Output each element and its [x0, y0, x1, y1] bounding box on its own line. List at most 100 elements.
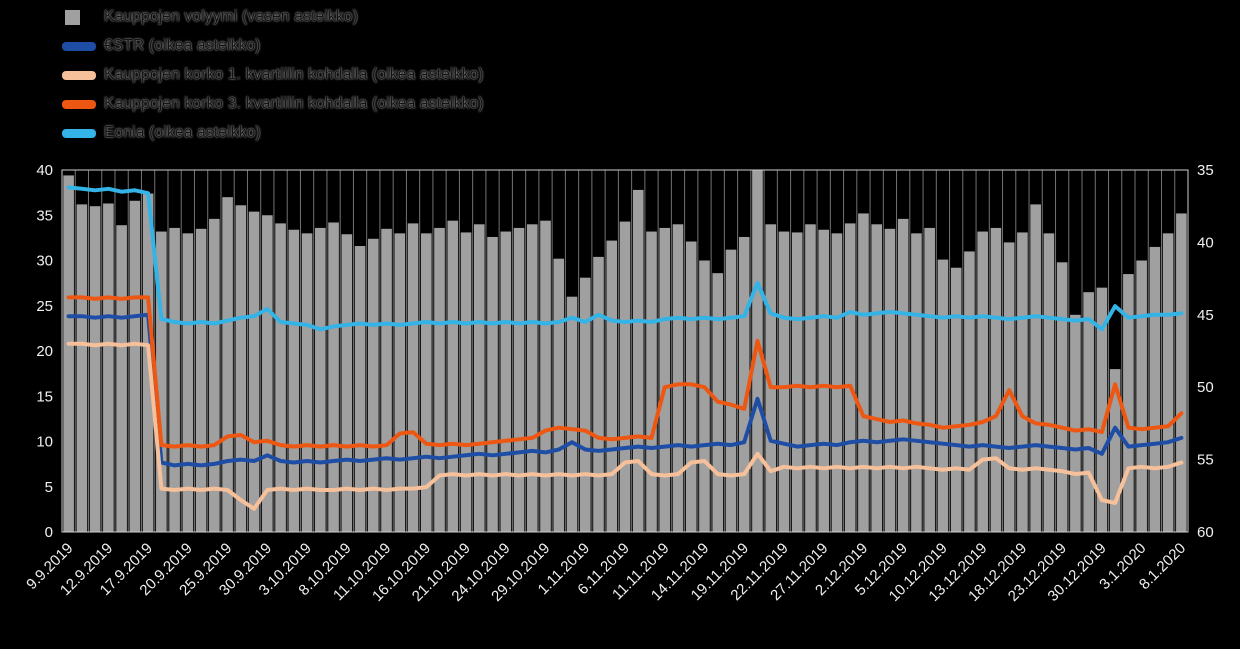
volume-bar — [301, 233, 313, 532]
legend-item-eonia: Eonia (oikea asteikko) — [62, 122, 484, 144]
volume-bar — [1149, 246, 1161, 532]
left-axis-tick-label: 20 — [36, 343, 53, 360]
volume-bar — [1030, 204, 1041, 532]
volume-bar — [434, 227, 445, 533]
legend-item-estr: €STR (oikea asteikko) — [62, 35, 484, 57]
volume-bar — [831, 233, 843, 532]
legend-label-q3: Kauppojen korko 3. kvartiilin kohdalla (… — [104, 95, 484, 112]
volume-bar — [871, 224, 882, 533]
eonia-line — [66, 185, 1184, 332]
volume-bar — [473, 224, 485, 533]
volume-bar — [553, 258, 565, 532]
right-axis-tick-label: 45 — [1197, 307, 1214, 324]
volume-bar — [129, 200, 141, 532]
volume-bar — [950, 267, 962, 532]
left-axis-tick-label: 40 — [36, 162, 53, 179]
volume-bar — [526, 224, 538, 533]
volume-bar — [156, 231, 167, 533]
volume-legend-swatch — [65, 9, 80, 25]
volume-bar — [1003, 242, 1015, 532]
legend-item-volume: Kauppojen volyymi (vasen asteikko) — [62, 6, 484, 28]
plot-frame — [61, 169, 1189, 533]
left-axis-tick-label: 5 — [45, 479, 53, 496]
volume-bar — [606, 240, 618, 532]
volume-bar — [765, 224, 777, 533]
volume-bar — [421, 233, 432, 532]
legend-item-q3: Kauppojen korko 3. kvartiilin kohdalla (… — [62, 93, 484, 115]
volume-bar — [646, 231, 657, 533]
volume-bar — [990, 227, 1002, 533]
volume-bar — [195, 228, 207, 532]
volume-bar — [738, 236, 750, 532]
volume-bar — [328, 222, 339, 533]
volume-bar — [1176, 213, 1187, 532]
volume-bar — [964, 251, 975, 532]
volume-bar — [288, 229, 300, 533]
volume-bar — [1043, 233, 1055, 532]
volume-bar — [235, 205, 247, 533]
volume-bar — [222, 197, 233, 532]
volume-bar — [103, 203, 114, 533]
volume-bar — [818, 229, 830, 533]
volume-bar — [659, 227, 671, 533]
right-axis-labels: 35 40 45 50 55 60 — [1197, 162, 1214, 541]
right-axis-tick-label: 60 — [1197, 524, 1214, 541]
left-axis-tick-label: 0 — [45, 524, 53, 541]
volume-bar — [209, 218, 220, 532]
volume-bar — [566, 296, 578, 532]
right-axis-tick-label: 50 — [1197, 379, 1214, 396]
volume-bar — [805, 224, 816, 533]
volume-bar — [1136, 260, 1147, 532]
volume-bar — [791, 232, 803, 532]
volume-bar — [341, 234, 353, 532]
volume-bar — [1070, 314, 1081, 532]
volume-bar — [368, 238, 379, 532]
volume-bar — [858, 213, 869, 532]
q1-legend-swatch — [62, 70, 96, 80]
volume-bar — [937, 259, 949, 532]
legend-item-q1: Kauppojen korko 1. kvartiilin kohdalla (… — [62, 64, 484, 86]
volume-bar — [460, 232, 472, 532]
volume-bar — [447, 220, 459, 532]
volume-bar — [844, 223, 856, 532]
volume-bar — [182, 233, 194, 532]
right-axis-tick-label: 55 — [1197, 452, 1214, 469]
volume-bar — [407, 223, 419, 532]
volume-bar — [1109, 369, 1121, 532]
left-axis-labels: 40 35 30 25 20 15 10 5 0 — [36, 162, 53, 541]
volume-bar — [977, 231, 988, 533]
legend-label-eonia: Eonia (oikea asteikko) — [104, 124, 261, 141]
estr-legend-swatch — [62, 41, 96, 51]
volume-bar — [116, 225, 127, 532]
volume-bar — [685, 241, 697, 532]
volume-bars — [63, 170, 1187, 533]
volume-bar — [1056, 262, 1068, 532]
volume-bar — [169, 227, 180, 533]
volume-bar — [487, 236, 498, 532]
legend-label-estr: €STR (oikea asteikko) — [104, 37, 261, 54]
volume-bar — [76, 204, 88, 532]
rate-lines — [66, 185, 1184, 511]
volume-bar — [897, 218, 909, 532]
left-axis-tick-label: 25 — [36, 298, 53, 315]
volume-bar — [540, 220, 551, 532]
volume-bar — [593, 256, 604, 532]
volume-bar — [262, 215, 273, 532]
volume-bar — [513, 227, 525, 533]
right-axis-tick-label: 40 — [1197, 234, 1214, 251]
eonia-legend-swatch — [62, 128, 96, 138]
left-axis-tick-label: 30 — [36, 253, 53, 270]
left-axis-tick-label: 15 — [36, 388, 53, 405]
volume-bar — [63, 175, 74, 532]
chart-legend: Kauppojen volyymi (vasen asteikko) €STR … — [62, 6, 484, 144]
volume-bar — [1123, 274, 1134, 532]
q3-legend-swatch — [62, 99, 96, 109]
volume-bar — [89, 206, 101, 532]
volume-bar — [632, 189, 644, 532]
volume-bar — [275, 223, 286, 532]
volume-bar — [1162, 233, 1174, 532]
left-axis-tick-label: 35 — [36, 207, 53, 224]
legend-label-q1: Kauppojen korko 1. kvartiilin kohdalla (… — [104, 66, 484, 83]
